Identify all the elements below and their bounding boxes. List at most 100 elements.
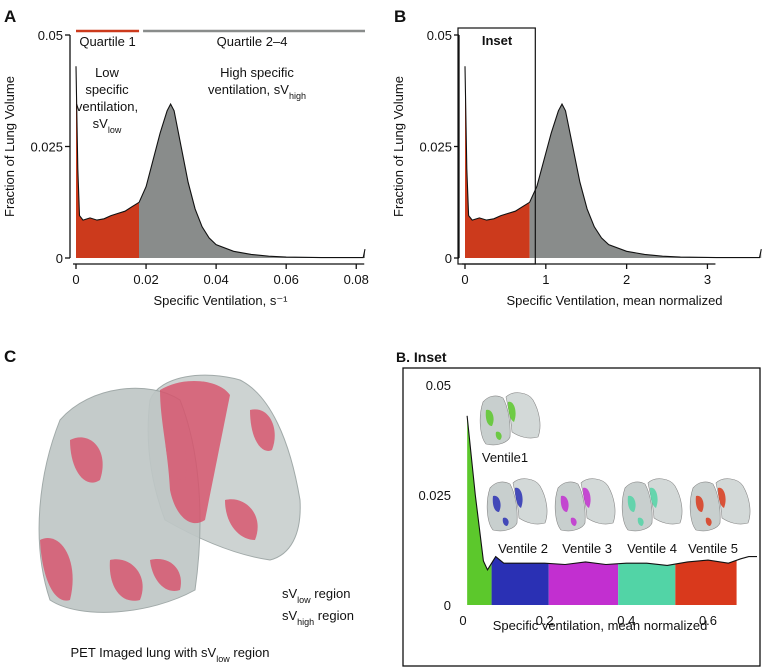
band-fill — [675, 560, 737, 605]
y-tick-label: 0.025 — [418, 488, 451, 503]
bands — [467, 415, 737, 605]
lung-spot — [492, 487, 523, 526]
x-axis-label: Specific Ventilation, mean normalized — [506, 293, 722, 308]
y-axis-label: Fraction of Lung Volume — [2, 76, 17, 217]
x-tick-label: 0 — [461, 272, 468, 287]
panel-label: A — [4, 7, 16, 26]
lung-shape — [554, 481, 586, 532]
text-part: region — [230, 645, 270, 660]
y-tick-label: 0 — [56, 251, 63, 266]
text-part: PET Imaged lung with sV — [71, 645, 217, 660]
lung-shape — [512, 478, 548, 525]
legend-entry: sVlow region — [282, 586, 350, 605]
x-tick-label: 1 — [542, 272, 549, 287]
ventile-label: Ventile 5 — [688, 541, 738, 556]
x-tick-label: 2 — [623, 272, 630, 287]
band-fill — [465, 66, 530, 258]
subscript: low — [108, 125, 122, 135]
ventile-label: Ventile 4 — [627, 541, 677, 556]
x-tick-label: 0.08 — [344, 272, 369, 287]
lung-render — [38, 374, 301, 613]
annotation: ventilation, sVhigh — [208, 82, 306, 101]
panel-label: C — [4, 347, 16, 366]
y-tick-label: 0.05 — [38, 28, 63, 43]
band-fill — [76, 66, 140, 258]
x-tick-label: 0 — [459, 613, 466, 628]
lung-shape — [647, 478, 683, 525]
lung-shape — [715, 478, 751, 525]
area-outline — [75, 66, 366, 259]
text-part: sV — [93, 116, 109, 131]
panel-label: B — [394, 7, 406, 26]
inset-box — [457, 27, 536, 265]
lung-icon — [486, 478, 548, 532]
band-fill — [467, 415, 492, 605]
x-tick-label: 0.02 — [133, 272, 158, 287]
area-outline — [464, 66, 762, 259]
y-tick-label: 0.025 — [30, 140, 63, 155]
lung-spot — [485, 401, 516, 440]
x-tick-label: 0.4 — [617, 613, 635, 628]
x-tick-label: 3 — [704, 272, 711, 287]
text-part: ventilation, sV — [208, 82, 289, 97]
lung-icon — [621, 478, 683, 532]
annotation: ventilation, — [76, 99, 138, 114]
subscript: high — [289, 91, 306, 101]
annotation: Low — [95, 65, 119, 80]
lung-shape — [486, 481, 518, 532]
x-tick-label: 0 — [72, 272, 79, 287]
subscript: low — [297, 595, 311, 605]
band-fill — [491, 556, 549, 605]
band-fill — [529, 104, 762, 258]
lung-icon — [479, 392, 541, 446]
inset-label: Inset — [482, 33, 513, 48]
band-fill — [548, 561, 619, 605]
text-part: region — [314, 608, 354, 623]
x-tick-label: 0.04 — [203, 272, 228, 287]
band-fill — [139, 104, 365, 258]
text-part: region — [311, 586, 351, 601]
annotation: High specific — [220, 65, 294, 80]
lung-shape — [580, 478, 616, 525]
lung-icon — [554, 478, 616, 532]
x-axis-label: Specific Ventilation, s⁻¹ — [153, 293, 288, 308]
text-part: sV — [282, 608, 298, 623]
y-axis-label: Fraction of Lung Volume — [391, 76, 406, 217]
quartile-label: Quartile 1 — [79, 34, 135, 49]
subscript: high — [297, 617, 314, 627]
y-tick-label: 0.025 — [419, 140, 452, 155]
x-tick-label: 0.6 — [699, 613, 717, 628]
x-axis-label: Specific ventilation, mean normalized — [493, 618, 708, 633]
y-tick-label: 0.05 — [427, 28, 452, 43]
area-outline — [466, 415, 757, 571]
bands — [76, 66, 365, 258]
annotation: specific — [85, 82, 129, 97]
y-tick-label: 0 — [445, 251, 452, 266]
lung-shape — [689, 481, 721, 532]
legend-entry: sVhigh region — [282, 608, 354, 627]
bands — [465, 66, 762, 258]
subscript: low — [216, 654, 230, 664]
text-part: sV — [282, 586, 298, 601]
inset-frame — [402, 367, 761, 667]
y-tick-label: 0.05 — [426, 378, 451, 393]
lung-spot — [695, 487, 726, 526]
ventile-label: Ventile1 — [482, 450, 528, 465]
caption: PET Imaged lung with sVlow region — [71, 645, 270, 664]
lung-shape — [505, 392, 541, 439]
band-fill — [618, 563, 676, 605]
y-tick-label: 0 — [444, 598, 451, 613]
x-tick-label: 0.2 — [536, 613, 554, 628]
ventile-label: Ventile 3 — [562, 541, 612, 556]
lung-shape — [479, 395, 511, 446]
quartile-label: Quartile 2–4 — [217, 34, 288, 49]
ventile-label: Ventile 2 — [498, 541, 548, 556]
x-tick-label: 0.06 — [274, 272, 299, 287]
annotation: sVlow — [93, 116, 122, 135]
lung-spot — [560, 487, 591, 526]
lung-shape — [621, 481, 653, 532]
lung-spot — [627, 487, 658, 526]
lung-icon — [689, 478, 751, 532]
panel-label: B. Inset — [396, 349, 447, 365]
